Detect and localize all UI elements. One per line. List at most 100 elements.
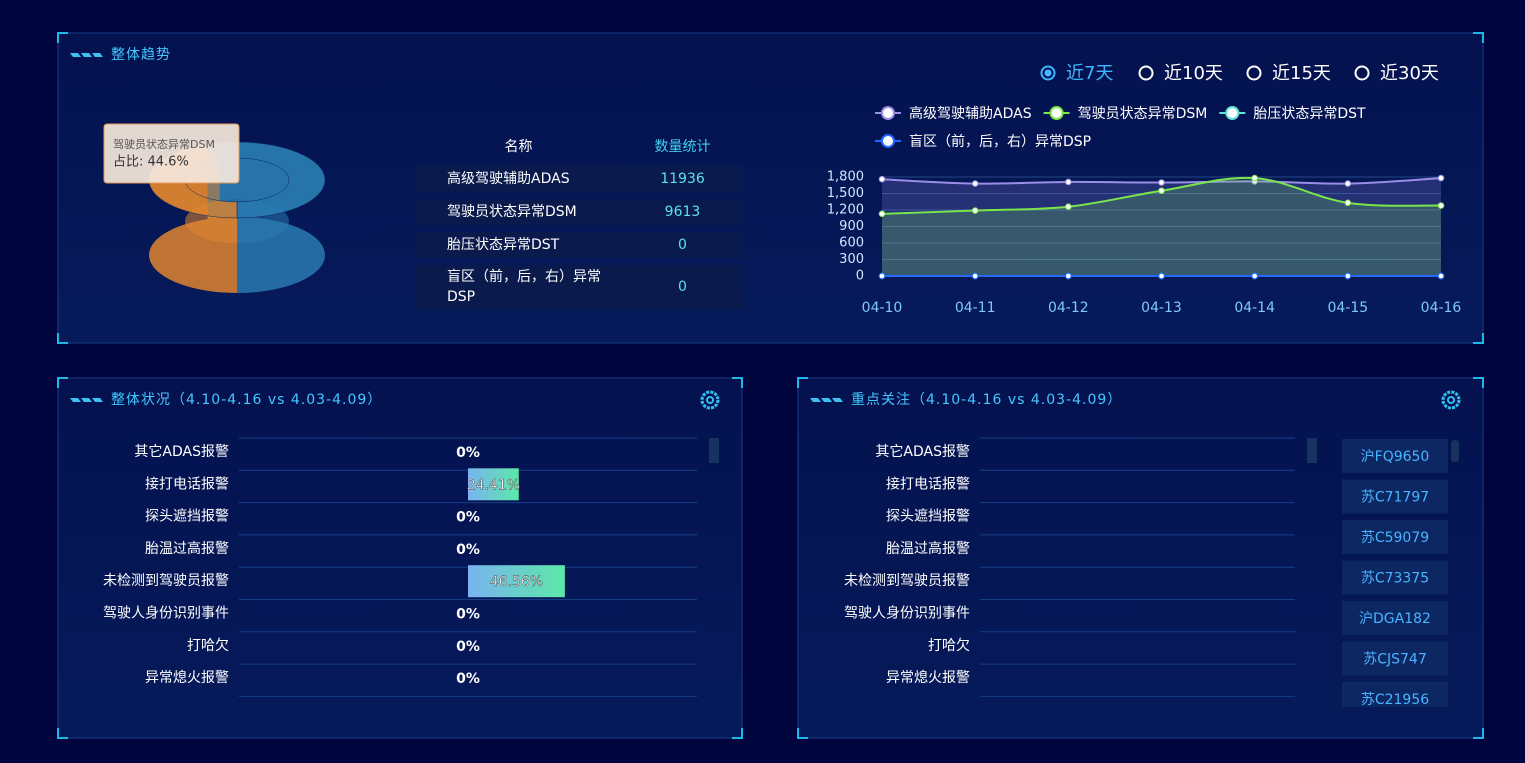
plate-item[interactable]: 苏C71797 <box>1342 479 1448 514</box>
plate-item[interactable]: 沪FQ9650 <box>1342 439 1448 473</box>
gear-hole <box>1447 396 1455 404</box>
range-option[interactable]: 近10天 <box>1138 63 1223 84</box>
legend-dot <box>881 134 895 148</box>
corner <box>57 333 68 344</box>
range-option[interactable]: 近30天 <box>1354 63 1439 84</box>
data-point <box>1437 202 1445 209</box>
range-option[interactable]: 近7天 <box>1040 63 1114 84</box>
settings-icon[interactable] <box>1441 390 1461 410</box>
title-mark <box>92 398 103 402</box>
panel-title: 重点关注（4.10-4.16 vs 4.03-4.09） <box>851 392 1122 408</box>
data-point <box>1065 203 1072 210</box>
gear-hole <box>706 396 714 404</box>
y-tick-label: 1,200 <box>827 203 864 218</box>
legend-dot <box>1225 106 1240 120</box>
corner <box>1473 377 1484 388</box>
plate-item[interactable]: 苏C59079 <box>1342 520 1448 554</box>
title-mark <box>821 398 832 402</box>
bar <box>468 468 519 501</box>
category-label: 探头遮挡报警 <box>886 509 970 525</box>
plate-label: 苏C21956 <box>1361 692 1429 708</box>
plate-box <box>1342 641 1448 676</box>
data-point <box>1344 199 1352 207</box>
radio-dot <box>1044 69 1052 77</box>
cell-value: 0 <box>622 232 743 258</box>
y-tick-label: 300 <box>839 252 864 267</box>
plate-item[interactable]: 苏CJS747 <box>1342 641 1448 676</box>
plate-label: 苏CJS747 <box>1363 652 1427 668</box>
y-tick-label: 900 <box>839 219 864 234</box>
plate-item[interactable]: 苏C73375 <box>1342 560 1448 595</box>
scrollbar[interactable] <box>1307 438 1317 463</box>
data-point <box>1437 174 1445 182</box>
pie-top <box>207 141 326 219</box>
x-tick-label: 04-10 <box>862 300 903 316</box>
plate-list: 沪FQ9650 苏C71797 苏C59079 苏C73375 沪DGA182 苏CJS7… <box>1342 439 1448 716</box>
category-label: 探头遮挡报警 <box>145 509 229 525</box>
legend-label: 高级驾驶辅助ADAS <box>909 105 1032 122</box>
settings-icon[interactable] <box>700 390 720 410</box>
value-label: 0% <box>456 607 480 623</box>
y-tick-label: 1,800 <box>827 170 864 185</box>
category-label: 未检测到驾驶员报警 <box>103 573 229 589</box>
x-tick-label: 04-11 <box>955 300 996 316</box>
category-label: 胎温过高报警 <box>145 540 229 557</box>
corner <box>1473 333 1484 344</box>
tooltip <box>103 123 240 184</box>
value-label: 0% <box>456 542 480 558</box>
range-label: 近10天 <box>1164 63 1223 84</box>
data-point <box>1344 180 1352 187</box>
range-option[interactable]: 近15天 <box>1246 63 1331 84</box>
value-label: 0% <box>456 639 480 655</box>
data-point <box>1158 187 1165 195</box>
panel-title: 整体状况（4.10-4.16 vs 4.03-4.09） <box>111 392 382 408</box>
category-label: 其它ADAS报警 <box>875 443 970 460</box>
column-header: 名称 <box>504 139 533 155</box>
data-point <box>1158 179 1165 186</box>
plate-box <box>1342 560 1448 595</box>
category-label: 异常熄火报警 <box>886 669 970 686</box>
data-point <box>1251 272 1258 280</box>
value-label: 46.56% <box>490 574 543 590</box>
plate-label: 沪FQ9650 <box>1361 449 1430 465</box>
legend-item[interactable]: 驾驶员状态异常DSM <box>1043 106 1208 122</box>
legend-item[interactable]: 高级驾驶辅助ADAS <box>875 105 1032 122</box>
data-point <box>1344 272 1352 280</box>
category-label: 驾驶人身份识别事件 <box>103 606 229 622</box>
legend-item[interactable]: 胎压状态异常DST <box>1219 106 1366 122</box>
data-point <box>1065 272 1072 280</box>
radio <box>1354 65 1370 81</box>
series-area <box>882 178 1441 276</box>
title-mark <box>70 53 81 57</box>
title-mark <box>810 398 821 402</box>
bar <box>468 565 565 598</box>
y-tick-label: 1,500 <box>827 186 864 201</box>
plate-box <box>1342 682 1448 707</box>
plate-item[interactable]: 沪DGA182 <box>1342 601 1448 635</box>
title-mark <box>70 398 81 402</box>
data-point <box>1065 178 1072 186</box>
column-header: 数量统计 <box>654 139 711 155</box>
data-point <box>1251 174 1258 182</box>
corner <box>1473 32 1484 43</box>
data-point <box>971 207 979 214</box>
scrollbar[interactable] <box>1451 440 1459 462</box>
corner <box>732 728 743 739</box>
legend-dot <box>881 106 895 120</box>
data-point <box>878 175 886 183</box>
radio <box>1040 65 1056 81</box>
gear <box>1441 390 1461 410</box>
legend-item[interactable]: 盲区（前，后，右）异常DSP <box>875 133 1091 150</box>
value-label: 0% <box>456 445 480 461</box>
plate-box <box>1342 601 1448 635</box>
cell-value: 11936 <box>622 166 743 192</box>
gear <box>700 390 720 410</box>
category-label: 接打电话报警 <box>145 475 229 492</box>
plate-box <box>1342 439 1448 473</box>
data-table: 名称 数量统计 高级驾驶辅助ADAS 11936 驾驶员状态异常DSM 9613 胎压状态异… <box>415 126 743 316</box>
plate-item[interactable]: 苏C21956 <box>1342 682 1448 716</box>
legend-label: 驾驶员状态异常DSM <box>1078 106 1208 122</box>
scrollbar[interactable] <box>709 438 719 463</box>
